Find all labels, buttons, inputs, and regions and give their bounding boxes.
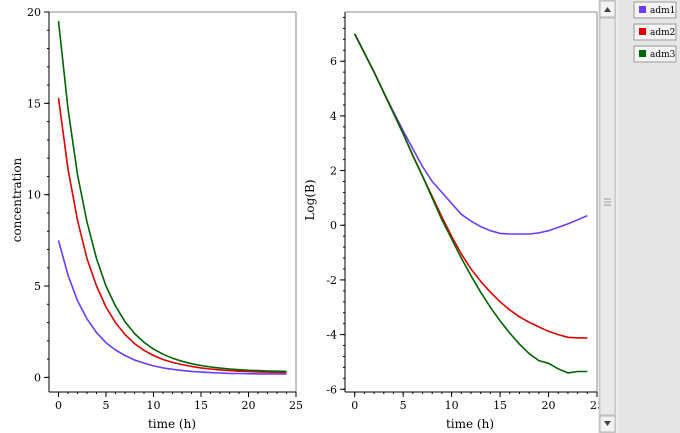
- chart-2-xtick-label: 5: [400, 399, 407, 412]
- chart-1-ytick-label: 0: [34, 371, 41, 384]
- chart-1-series-adm3: [57, 21, 287, 373]
- chart-2-xtick-label: 15: [493, 399, 507, 412]
- chart-1-xtick-label: 20: [242, 399, 256, 412]
- chart-2-ytick-label: 0: [330, 219, 337, 232]
- legend-swatch: [639, 28, 646, 35]
- chart-1-ytick-label: 20: [27, 6, 41, 19]
- chart-2-ytick-label: 2: [330, 165, 337, 178]
- chart-1-xtick-label: 10: [147, 399, 161, 412]
- chart-2-ytick-label: -2: [326, 274, 337, 287]
- chart-2-plot-area: [345, 12, 597, 392]
- chart-2-xtick-label: 0: [351, 399, 358, 412]
- chart-1-xlabel: time (h): [148, 417, 196, 431]
- chart-1-plot-area: [49, 12, 296, 392]
- chart-2-xtick-label: 10: [445, 399, 459, 412]
- chart-2-xlabel: time (h): [446, 417, 494, 431]
- chart-1-xtick-label: 25: [289, 399, 303, 412]
- chart-2-xtick-label: 20: [542, 399, 556, 412]
- chart-1-ylabel: concentration: [10, 157, 24, 242]
- chart-2-ytick-label: -6: [326, 383, 337, 396]
- chart-1-series-adm1: [57, 240, 287, 375]
- chart-2-ytick-label: 6: [330, 55, 337, 68]
- chart-1-ytick-label: 5: [34, 280, 41, 293]
- legend-swatch: [639, 50, 646, 57]
- legend-label: adm3: [650, 50, 676, 60]
- legend-item-adm1[interactable]: adm1: [633, 1, 677, 19]
- scroll-down-arrow-icon: [604, 421, 611, 426]
- legend-label: adm2: [650, 28, 675, 38]
- chart-1-ticks: 0 5 10 15 20 0 5 10 15 20 25: [27, 6, 303, 412]
- scroll-up-arrow-icon: [604, 7, 611, 12]
- legend-swatch: [639, 6, 646, 13]
- chart-1-xtick-label: 0: [55, 399, 62, 412]
- legend: adm1 adm2 adm3: [633, 1, 677, 63]
- legend-panel: [617, 0, 680, 433]
- chart-1-ytick-label: 10: [27, 189, 41, 202]
- legend-item-adm2[interactable]: adm2: [633, 23, 677, 41]
- chart-2-ytick-label: -4: [326, 329, 337, 342]
- chart-1-series: [57, 21, 287, 375]
- scroll-grip-icon: [604, 198, 611, 206]
- chart-1-xtick-label: 5: [103, 399, 110, 412]
- chart-2-ytick-label: 4: [330, 110, 337, 123]
- chart-1-xtick-label: 15: [194, 399, 208, 412]
- chart-2-series-adm3: [353, 33, 588, 374]
- chart-2-ylabel: Log(B): [303, 179, 317, 220]
- scroll-thumb[interactable]: [599, 17, 616, 416]
- chart-2-series: [353, 33, 588, 374]
- vertical-scrollbar[interactable]: [598, 0, 617, 433]
- legend-label: adm1: [650, 6, 675, 16]
- chart-1-ytick-label: 15: [27, 97, 41, 110]
- chart-1-series-adm2: [57, 97, 287, 374]
- legend-item-adm3[interactable]: adm3: [633, 45, 677, 63]
